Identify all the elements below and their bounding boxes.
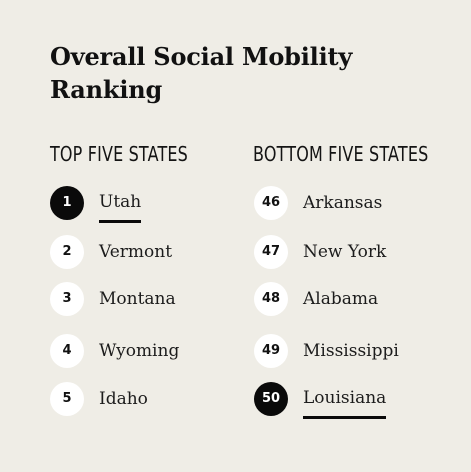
state-name: Wyoming [99,341,180,361]
state-name: Vermont [99,242,173,262]
state-name: Idaho [99,389,148,409]
rank-badge: 50 [254,382,288,416]
title-line-2: Ranking [50,75,163,104]
state-name: Alabama [303,289,379,309]
rank-badge: 48 [254,282,288,316]
state-name: Mississippi [303,341,399,361]
rank-badge: 3 [50,282,84,316]
state-name: Utah [99,186,142,223]
page-title: Overall Social Mobility Ranking [50,40,450,106]
rank-badge: 49 [254,334,288,368]
state-name: Louisiana [303,382,387,419]
rank-badge: 2 [50,235,84,269]
state-name: New York [303,242,387,262]
rank-badge: 46 [254,186,288,220]
bottom-five-heading: BOTTOM FIVE STATES [253,142,429,166]
rank-badge: 1 [50,186,84,220]
top-five-heading: TOP FIVE STATES [50,142,188,166]
state-name: Montana [99,289,176,309]
rank-badge: 5 [50,382,84,416]
title-line-1: Overall Social Mobility [50,42,353,71]
state-name: Arkansas [303,193,383,213]
rank-badge: 4 [50,334,84,368]
rank-badge: 47 [254,235,288,269]
